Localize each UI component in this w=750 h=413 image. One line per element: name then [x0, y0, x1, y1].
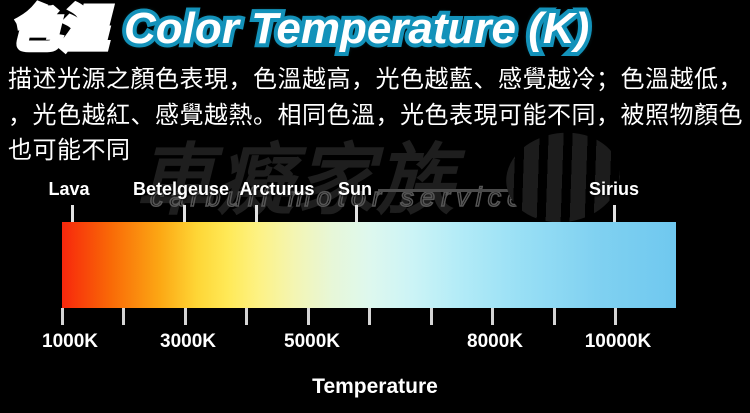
axis-tick-4000k — [245, 308, 248, 325]
axis-tick-1000k — [61, 308, 64, 325]
axis-label-3000k: 3000K — [160, 331, 216, 352]
marker-tick — [255, 205, 258, 222]
marker-tick — [613, 205, 616, 222]
color-temperature-gradient-bar — [62, 222, 676, 308]
page-title: 色溫 Color Temperature (K) — [12, 0, 590, 60]
title-cjk: 色溫 — [12, 0, 108, 58]
marker-tick — [355, 205, 358, 222]
marker-label-sirius: Sirius — [588, 179, 640, 199]
description-line: ，光色越紅、感覺越熱。相同色溫，光色表現可能不同，被照物顏色 — [8, 101, 743, 129]
description-paragraph: 描述光源之顏色表現，色溫越高，光色越藍、感覺越冷；色溫越低， ，光色越紅、感覺越… — [8, 62, 743, 169]
watermark-latin-text: carbuff motor service — [149, 181, 529, 213]
axis-label-1000k: 1000K — [42, 331, 98, 352]
title-english: Color Temperature (K) — [124, 0, 590, 58]
axis-tick-10000k — [614, 308, 617, 325]
marker-label-lava: Lava — [48, 179, 90, 199]
watermark-cjk-text: 車癡家族 — [136, 136, 457, 224]
marker-tick — [183, 205, 186, 222]
axis-tick-5000k — [307, 308, 310, 325]
watermark-underline — [378, 189, 510, 192]
description-line: 描述光源之顏色表現，色溫越高，光色越藍、感覺越冷；色溫越低， — [8, 66, 743, 93]
description-line: 也可能不同 — [8, 137, 131, 164]
marker-tick — [71, 205, 74, 222]
axis-label-8000k: 8000K — [467, 331, 523, 352]
marker-label-sun: Sun — [338, 179, 372, 199]
axis-tick-6000k — [368, 308, 371, 325]
axis-tick-9000k — [553, 308, 556, 325]
axis-tick-3000k — [184, 308, 187, 325]
axis-tick-7000k — [430, 308, 433, 325]
axis-label-5000k: 5000K — [284, 331, 340, 352]
marker-label-arcturus: Arcturus — [239, 179, 315, 199]
axis-title-temperature: Temperature — [312, 375, 438, 398]
axis-tick-8000k — [491, 308, 494, 325]
axis-label-10000k: 10000K — [584, 331, 652, 352]
axis-tick-2000k — [122, 308, 125, 325]
marker-label-betelgeuse: Betelgeuse — [132, 179, 230, 199]
